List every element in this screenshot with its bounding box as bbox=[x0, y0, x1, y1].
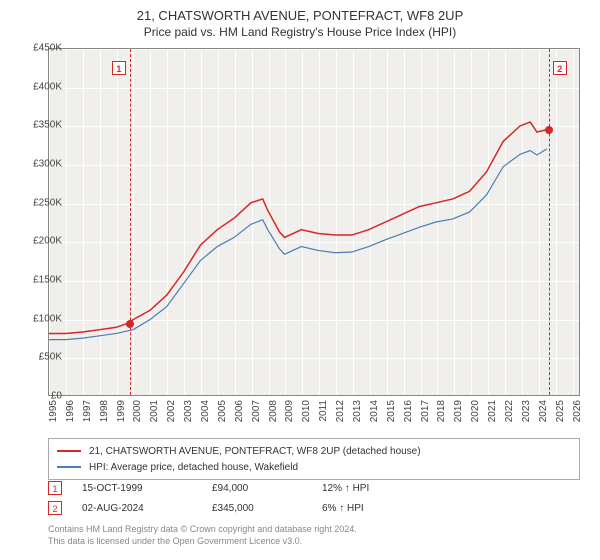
page-subtitle: Price paid vs. HM Land Registry's House … bbox=[0, 25, 600, 39]
event-badge: 1 bbox=[48, 481, 62, 495]
event-dot bbox=[126, 320, 134, 328]
x-tick-label: 2005 bbox=[217, 400, 228, 440]
event-price: £94,000 bbox=[212, 483, 322, 494]
x-tick-label: 2003 bbox=[183, 400, 194, 440]
event-badge: 2 bbox=[48, 501, 62, 515]
event-row: 1 15-OCT-1999 £94,000 12% ↑ HPI bbox=[48, 478, 580, 498]
x-tick-label: 2006 bbox=[234, 400, 245, 440]
x-tick-label: 2013 bbox=[352, 400, 363, 440]
x-tick-label: 2014 bbox=[369, 400, 380, 440]
series-hpi bbox=[49, 149, 547, 340]
attribution-line1: Contains HM Land Registry data © Crown c… bbox=[48, 524, 580, 536]
x-tick-label: 2007 bbox=[251, 400, 262, 440]
x-tick-label: 2016 bbox=[403, 400, 414, 440]
y-tick-label: £300K bbox=[18, 159, 62, 170]
legend-item-hpi: HPI: Average price, detached house, Wake… bbox=[57, 459, 571, 475]
y-tick-label: £400K bbox=[18, 81, 62, 92]
y-tick-label: £250K bbox=[18, 197, 62, 208]
x-tick-label: 1998 bbox=[99, 400, 110, 440]
event-row: 2 02-AUG-2024 £345,000 6% ↑ HPI bbox=[48, 498, 580, 518]
x-tick-label: 2020 bbox=[470, 400, 481, 440]
x-tick-label: 1999 bbox=[116, 400, 127, 440]
event-price: £345,000 bbox=[212, 503, 322, 514]
x-tick-label: 2022 bbox=[504, 400, 515, 440]
y-tick-label: £450K bbox=[18, 43, 62, 54]
x-tick-label: 2023 bbox=[521, 400, 532, 440]
event-dot bbox=[545, 126, 553, 134]
chart-plot-area: 12 bbox=[48, 48, 580, 396]
legend-swatch bbox=[57, 450, 81, 452]
x-tick-label: 2001 bbox=[149, 400, 160, 440]
event-marker-line bbox=[130, 49, 131, 395]
event-date: 02-AUG-2024 bbox=[82, 503, 212, 514]
x-tick-label: 2002 bbox=[166, 400, 177, 440]
x-tick-label: 2019 bbox=[453, 400, 464, 440]
x-tick-label: 1995 bbox=[48, 400, 59, 440]
event-badge-marker: 2 bbox=[553, 61, 567, 75]
legend-label: 21, CHATSWORTH AVENUE, PONTEFRACT, WF8 2… bbox=[89, 446, 421, 457]
attribution-line2: This data is licensed under the Open Gov… bbox=[48, 536, 580, 548]
x-tick-label: 2018 bbox=[436, 400, 447, 440]
x-tick-label: 2009 bbox=[284, 400, 295, 440]
x-tick-label: 2026 bbox=[572, 400, 583, 440]
event-date: 15-OCT-1999 bbox=[82, 483, 212, 494]
x-tick-label: 2012 bbox=[335, 400, 346, 440]
event-pct: 6% ↑ HPI bbox=[322, 503, 422, 514]
x-tick-label: 2008 bbox=[268, 400, 279, 440]
x-tick-label: 2000 bbox=[132, 400, 143, 440]
legend-label: HPI: Average price, detached house, Wake… bbox=[89, 462, 298, 473]
page-title: 21, CHATSWORTH AVENUE, PONTEFRACT, WF8 2… bbox=[0, 8, 600, 23]
y-tick-label: £50K bbox=[18, 352, 62, 363]
x-tick-label: 2017 bbox=[420, 400, 431, 440]
y-tick-label: £200K bbox=[18, 236, 62, 247]
y-tick-label: £350K bbox=[18, 120, 62, 131]
legend-swatch bbox=[57, 466, 81, 468]
legend-item-price-paid: 21, CHATSWORTH AVENUE, PONTEFRACT, WF8 2… bbox=[57, 443, 571, 459]
event-pct: 12% ↑ HPI bbox=[322, 483, 422, 494]
x-tick-label: 2015 bbox=[386, 400, 397, 440]
x-tick-label: 2004 bbox=[200, 400, 211, 440]
series-price_paid bbox=[49, 122, 547, 333]
x-tick-label: 2021 bbox=[487, 400, 498, 440]
event-badge-marker: 1 bbox=[112, 61, 126, 75]
y-tick-label: £150K bbox=[18, 275, 62, 286]
event-marker-line bbox=[549, 49, 550, 395]
legend: 21, CHATSWORTH AVENUE, PONTEFRACT, WF8 2… bbox=[48, 438, 580, 480]
x-tick-label: 2024 bbox=[538, 400, 549, 440]
events-table: 1 15-OCT-1999 £94,000 12% ↑ HPI 2 02-AUG… bbox=[48, 478, 580, 518]
x-tick-label: 2011 bbox=[318, 400, 329, 440]
x-tick-label: 1996 bbox=[65, 400, 76, 440]
attribution: Contains HM Land Registry data © Crown c… bbox=[48, 524, 580, 547]
x-tick-label: 1997 bbox=[82, 400, 93, 440]
x-tick-label: 2025 bbox=[555, 400, 566, 440]
y-tick-label: £100K bbox=[18, 313, 62, 324]
x-tick-label: 2010 bbox=[301, 400, 312, 440]
